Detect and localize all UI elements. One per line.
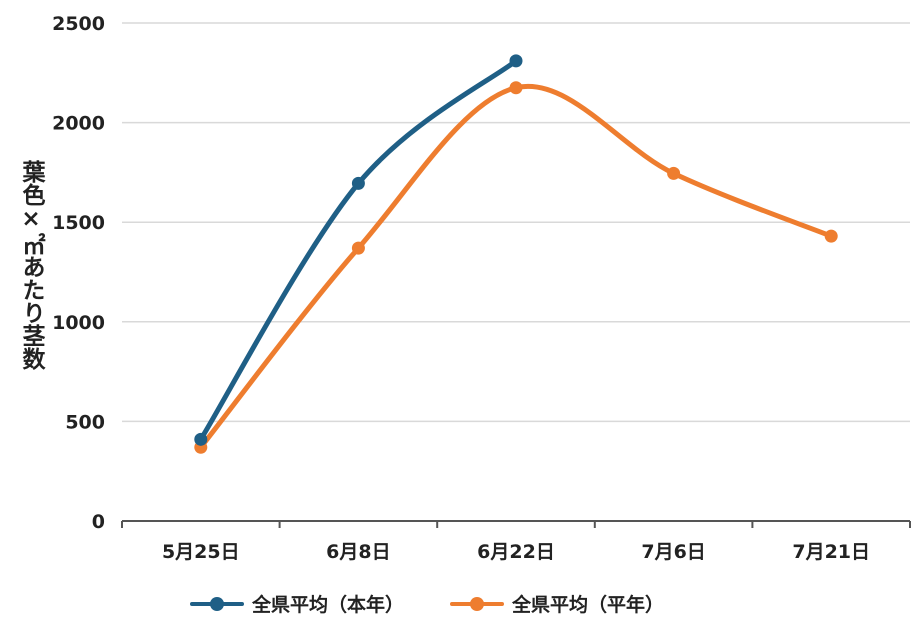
x-tick-label: 6月22日 [477, 541, 555, 563]
data-point-this-year [351, 176, 365, 190]
x-tick-label: 5月25日 [162, 541, 240, 563]
y-tick-label: 2500 [52, 13, 105, 35]
legend-label-normal-year: 全県平均（平年） [512, 594, 665, 616]
legend-swatch-normal-year [450, 594, 505, 614]
series-line-this-year [198, 58, 519, 442]
y-tick-label: 1500 [52, 212, 105, 234]
series-lines [194, 54, 838, 454]
legend-item-this-year: 全県平均（本年） [190, 590, 404, 617]
x-tick-labels: 5月25日 6月8日 6月22日 7月6日 7月21日 [162, 541, 870, 563]
y-tick-labels: 0 500 1000 1500 2000 2500 [52, 13, 105, 533]
data-point-normal-year [667, 166, 681, 180]
legend-marker-this-year [210, 596, 224, 611]
y-tick-label: 2000 [52, 113, 105, 135]
x-tick-label: 7月21日 [792, 541, 870, 563]
legend: 全県平均（本年） 全県平均（平年） [190, 590, 664, 617]
data-point-normal-year [351, 241, 365, 255]
x-tick-label: 7月6日 [641, 541, 705, 563]
y-tick-label: 500 [65, 411, 105, 433]
legend-swatch-this-year [190, 594, 244, 614]
legend-marker-normal-year [470, 596, 485, 611]
x-tick-label: 6月8日 [326, 541, 390, 563]
legend-item-normal-year: 全県平均（平年） [450, 590, 664, 617]
data-point-normal-year [824, 229, 838, 243]
legend-label-this-year: 全県平均（本年） [252, 594, 405, 616]
data-point-normal-year [509, 81, 523, 95]
data-point-this-year [509, 54, 523, 68]
y-axis-label: 葉色×㎡あたり茎数 [18, 160, 47, 371]
data-point-this-year [194, 432, 208, 446]
y-tick-label: 1000 [52, 312, 105, 334]
axes [121, 520, 911, 528]
y-tick-label: 0 [92, 511, 105, 533]
grid-lines [122, 22, 910, 423]
series-line-normal-year [198, 83, 834, 450]
